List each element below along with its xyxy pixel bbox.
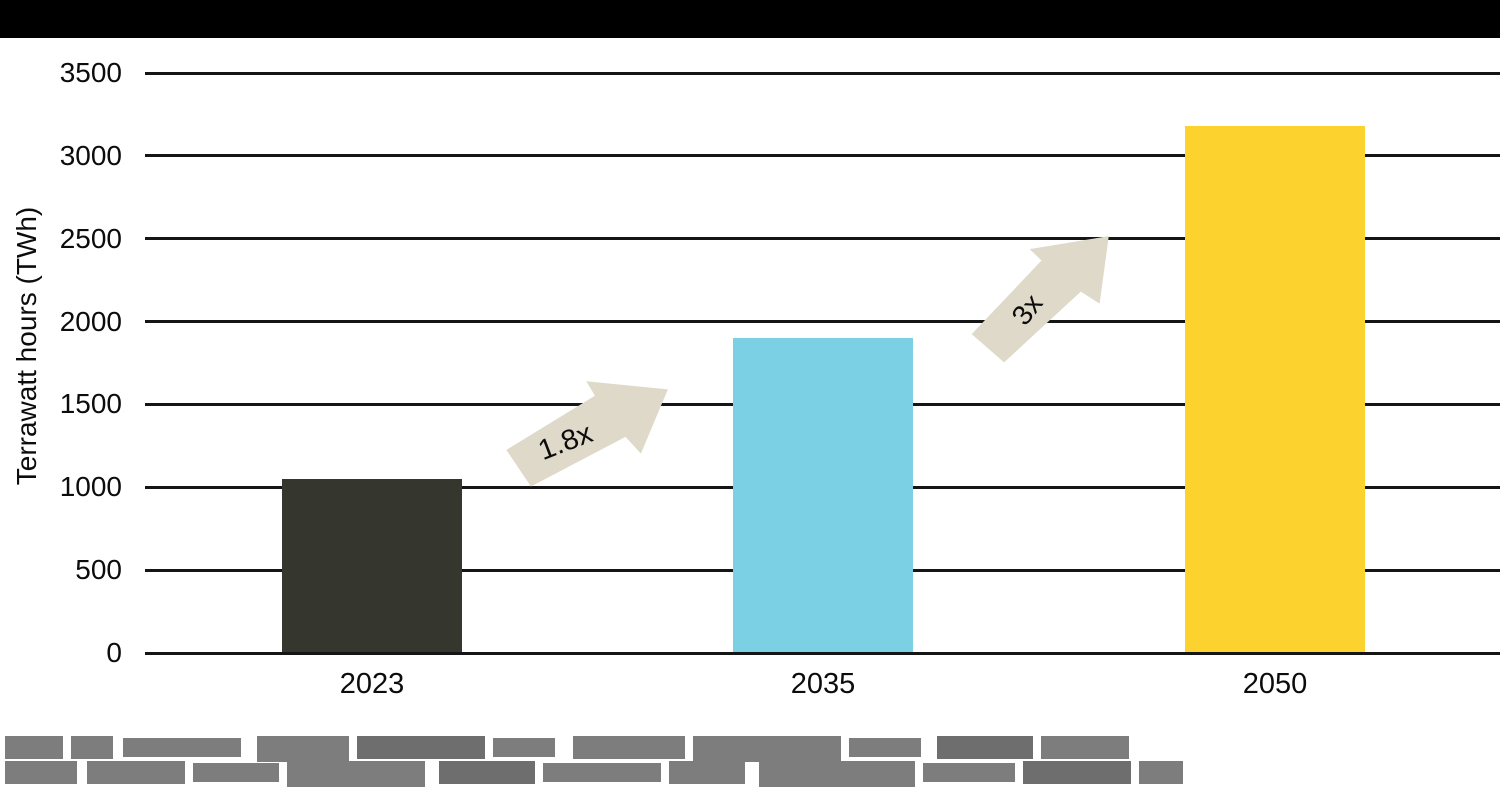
block-arrow-icon <box>506 381 668 487</box>
redacted-text-block <box>1023 761 1131 784</box>
top-black-banner <box>0 0 1500 38</box>
redacted-text-block <box>937 736 1033 759</box>
y-tick-label-500: 500 <box>75 554 122 586</box>
x-tick-label-2050: 2050 <box>1242 668 1308 700</box>
y-tick-label-2000: 2000 <box>59 305 122 337</box>
x-tick-label-2035: 2035 <box>790 668 856 700</box>
block-arrow-icon <box>971 236 1109 363</box>
redacted-text-block <box>5 761 77 784</box>
growth-arrow-2: 3x <box>953 204 1140 381</box>
gridline-0 <box>145 651 1500 655</box>
bar-2050 <box>1185 126 1365 653</box>
source-text-line1-redacted <box>5 736 1129 762</box>
redacted-text-block <box>1139 761 1183 784</box>
redacted-text-block <box>493 738 555 757</box>
bar-2035 <box>733 338 913 653</box>
growth-arrow-1: 1.8x <box>494 350 689 506</box>
redacted-text-block <box>287 761 425 787</box>
bar-2023 <box>282 479 462 653</box>
redacted-text-block <box>923 763 1015 782</box>
redacted-text-block <box>71 736 113 759</box>
y-tick-label-2500: 2500 <box>59 222 122 254</box>
y-tick-label-0: 0 <box>106 637 122 668</box>
redacted-text-block <box>1041 736 1129 759</box>
redacted-text-block <box>5 736 63 759</box>
gridline-2500 <box>145 237 1500 241</box>
redacted-text-block <box>669 761 745 784</box>
redacted-text-block <box>849 738 921 757</box>
gridline-3500 <box>145 71 1500 75</box>
y-tick-label-1000: 1000 <box>59 471 122 503</box>
redacted-text-block <box>759 761 915 787</box>
redacted-text-block <box>87 761 185 784</box>
redacted-text-block <box>193 763 279 782</box>
source-text-line2-redacted <box>5 761 1183 787</box>
redacted-text-block <box>357 736 485 759</box>
x-tick-label-2023: 2023 <box>339 668 405 700</box>
y-tick-label-1500: 1500 <box>59 388 122 420</box>
redacted-text-block <box>573 736 685 759</box>
gridline-2000 <box>145 320 1500 324</box>
redacted-text-block <box>543 763 661 782</box>
redacted-text-block <box>693 736 841 762</box>
redacted-text-block <box>439 761 535 784</box>
redacted-text-block <box>123 738 241 757</box>
gridline-3000 <box>145 154 1500 158</box>
y-tick-label-3500: 3500 <box>59 57 122 88</box>
y-tick-label-3000: 3000 <box>59 139 122 171</box>
redacted-text-block <box>257 736 349 762</box>
